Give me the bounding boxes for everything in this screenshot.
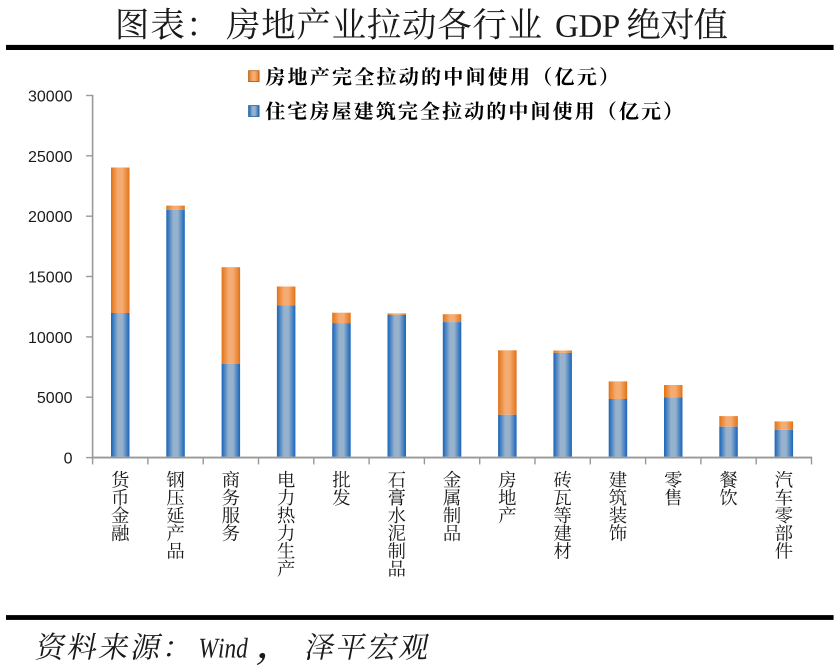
svg-text:0: 0: [64, 451, 73, 468]
svg-text:30000: 30000: [28, 89, 73, 106]
svg-text:20000: 20000: [28, 209, 73, 226]
svg-text:5000: 5000: [37, 390, 73, 407]
svg-text:25000: 25000: [28, 149, 73, 166]
svg-text:10000: 10000: [28, 330, 73, 347]
svg-text:15000: 15000: [28, 270, 73, 287]
